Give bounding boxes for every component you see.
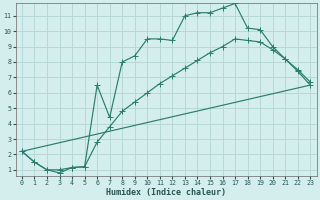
X-axis label: Humidex (Indice chaleur): Humidex (Indice chaleur) [106,188,226,197]
